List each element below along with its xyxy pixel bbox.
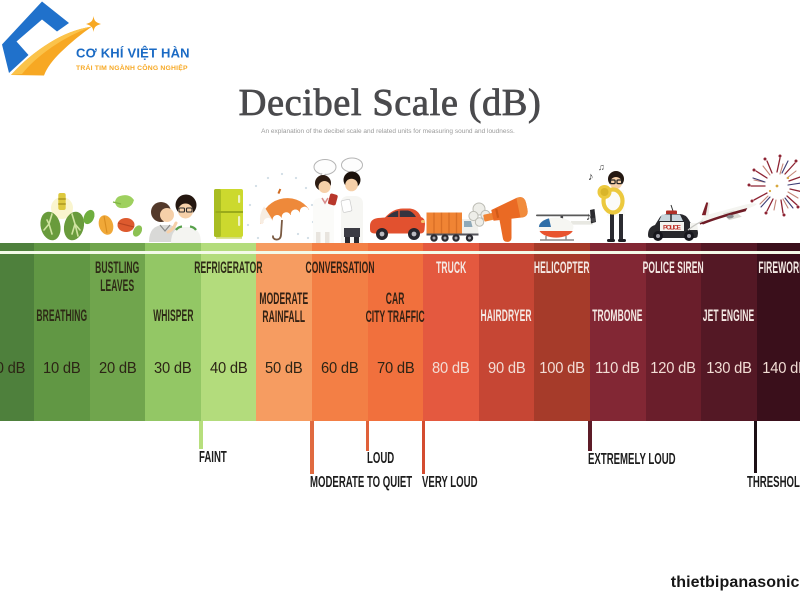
svg-text:♪: ♪ bbox=[586, 211, 592, 223]
svg-text:TRÁI TIM NGÀNH CÔNG NGHIỆP: TRÁI TIM NGÀNH CÔNG NGHIỆP bbox=[76, 63, 188, 72]
svg-text:♫: ♫ bbox=[598, 162, 605, 172]
svg-text:♪: ♪ bbox=[588, 171, 594, 183]
svg-text:CƠ KHÍ VIỆT HÀN: CƠ KHÍ VIỆT HÀN bbox=[76, 46, 190, 61]
svg-text:POLICE: POLICE bbox=[663, 225, 682, 232]
